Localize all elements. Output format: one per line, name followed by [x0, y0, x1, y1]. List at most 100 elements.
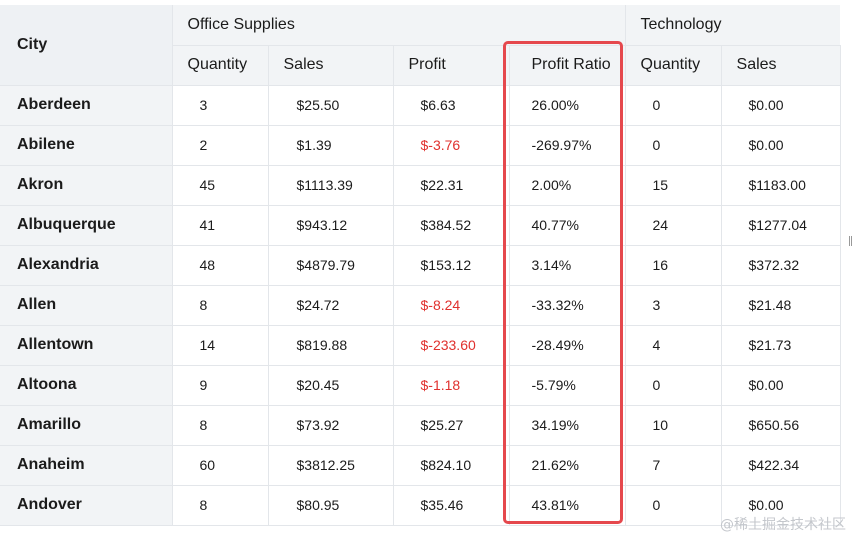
- office-sales-cell[interactable]: $3812.25: [268, 444, 394, 485]
- tech-quantity-cell[interactable]: 16: [625, 244, 722, 285]
- office-sales-header[interactable]: Sales: [268, 44, 394, 85]
- tech-quantity-header[interactable]: Quantity: [625, 44, 722, 85]
- tech-sales-cell[interactable]: $422.34: [721, 444, 841, 485]
- table-row[interactable]: Andover 8 $80.95 $35.46 43.81% 0 $0.00: [0, 484, 841, 526]
- tech-sales-cell[interactable]: $1183.00: [721, 164, 841, 205]
- office-sales-cell[interactable]: $80.95: [268, 484, 394, 526]
- table-row[interactable]: Allen 8 $24.72 $-8.24 -33.32% 3 $21.48: [0, 284, 841, 325]
- office-sales-cell[interactable]: $1.39: [268, 124, 394, 165]
- office-profit-ratio-cell[interactable]: 2.00%: [509, 164, 626, 205]
- city-cell[interactable]: Anaheim: [0, 444, 173, 485]
- technology-group-header: Technology: [624, 5, 841, 45]
- office-quantity-cell[interactable]: 9: [172, 364, 269, 405]
- resize-handle[interactable]: [849, 236, 852, 246]
- office-sales-cell[interactable]: $25.50: [268, 84, 394, 125]
- tech-quantity-cell[interactable]: 0: [625, 84, 722, 125]
- tech-quantity-cell[interactable]: 0: [625, 484, 722, 526]
- office-profit-ratio-cell[interactable]: 34.19%: [509, 404, 626, 445]
- city-cell[interactable]: Alexandria: [0, 244, 173, 285]
- city-cell[interactable]: Aberdeen: [0, 84, 173, 125]
- office-sales-cell[interactable]: $943.12: [268, 204, 394, 245]
- tech-quantity-cell[interactable]: 0: [625, 364, 722, 405]
- office-profit-cell[interactable]: $-1.18: [393, 364, 510, 405]
- office-profit-ratio-cell[interactable]: -33.32%: [509, 284, 626, 325]
- office-quantity-cell[interactable]: 41: [172, 204, 269, 245]
- office-profit-cell[interactable]: $22.31: [393, 164, 510, 205]
- office-quantity-cell[interactable]: 14: [172, 324, 269, 365]
- office-profit-cell[interactable]: $25.27: [393, 404, 510, 445]
- office-profit-cell[interactable]: $824.10: [393, 444, 510, 485]
- office-quantity-cell[interactable]: 8: [172, 284, 269, 325]
- tech-quantity-cell[interactable]: 10: [625, 404, 722, 445]
- tech-sales-cell[interactable]: $21.48: [721, 284, 841, 325]
- office-sales-cell[interactable]: $1113.39: [268, 164, 394, 205]
- tech-sales-cell[interactable]: $0.00: [721, 484, 841, 526]
- office-profit-ratio-header[interactable]: Profit Ratio: [509, 44, 626, 85]
- office-profit-ratio-cell[interactable]: 43.81%: [509, 484, 626, 526]
- office-profit-ratio-cell[interactable]: -5.79%: [509, 364, 626, 405]
- office-profit-ratio-cell[interactable]: 40.77%: [509, 204, 626, 245]
- city-cell[interactable]: Allen: [0, 284, 173, 325]
- office-profit-ratio-cell[interactable]: -28.49%: [509, 324, 626, 365]
- table-row[interactable]: Altoona 9 $20.45 $-1.18 -5.79% 0 $0.00: [0, 364, 841, 405]
- tech-sales-cell[interactable]: $650.56: [721, 404, 841, 445]
- office-profit-header[interactable]: Profit: [393, 44, 510, 85]
- table-row[interactable]: Allentown 14 $819.88 $-233.60 -28.49% 4 $21.73: [0, 324, 841, 365]
- office-quantity-header[interactable]: Quantity: [172, 44, 269, 85]
- office-sales-cell[interactable]: $819.88: [268, 324, 394, 365]
- office-quantity-cell[interactable]: 3: [172, 84, 269, 125]
- tech-quantity-cell[interactable]: 0: [625, 124, 722, 165]
- tech-quantity-cell[interactable]: 7: [625, 444, 722, 485]
- office-profit-cell[interactable]: $-8.24: [393, 284, 510, 325]
- office-profit-cell[interactable]: $-3.76: [393, 124, 510, 165]
- office-quantity-cell[interactable]: 45: [172, 164, 269, 205]
- table-row[interactable]: Alexandria 48 $4879.79 $153.12 3.14% 16 $372.3…: [0, 244, 841, 285]
- city-cell[interactable]: Allentown: [0, 324, 173, 365]
- tech-sales-cell[interactable]: $21.73: [721, 324, 841, 365]
- table-row[interactable]: Amarillo 8 $73.92 $25.27 34.19% 10 $650.56: [0, 404, 841, 445]
- tech-sales-cell[interactable]: $0.00: [721, 124, 841, 165]
- office-quantity-cell[interactable]: 48: [172, 244, 269, 285]
- city-cell[interactable]: Andover: [0, 484, 173, 526]
- office-profit-cell[interactable]: $35.46: [393, 484, 510, 526]
- table-row[interactable]: Aberdeen 3 $25.50 $6.63 26.00% 0 $0.00: [0, 84, 841, 125]
- table-row[interactable]: Akron 45 $1113.39 $22.31 2.00% 15 $1183.00: [0, 164, 841, 205]
- city-cell[interactable]: Albuquerque: [0, 204, 173, 245]
- office-quantity-cell[interactable]: 8: [172, 404, 269, 445]
- office-quantity-cell[interactable]: 2: [172, 124, 269, 165]
- office-profit-cell[interactable]: $6.63: [393, 84, 510, 125]
- pivot-table: City Office Supplies Technology Quantity…: [0, 5, 841, 526]
- office-profit-cell[interactable]: $384.52: [393, 204, 510, 245]
- office-sales-cell[interactable]: $24.72: [268, 284, 394, 325]
- tech-quantity-cell[interactable]: 3: [625, 284, 722, 325]
- office-profit-ratio-cell[interactable]: -269.97%: [509, 124, 626, 165]
- city-cell[interactable]: Altoona: [0, 364, 173, 405]
- table-row[interactable]: Anaheim 60 $3812.25 $824.10 21.62% 7 $422.34: [0, 444, 841, 485]
- pivot-table-container: City Office Supplies Technology Quantity…: [0, 5, 841, 526]
- tech-quantity-cell[interactable]: 24: [625, 204, 722, 245]
- office-quantity-cell[interactable]: 60: [172, 444, 269, 485]
- city-cell[interactable]: Akron: [0, 164, 173, 205]
- office-profit-ratio-cell[interactable]: 26.00%: [509, 84, 626, 125]
- office-profit-ratio-cell[interactable]: 3.14%: [509, 244, 626, 285]
- office-profit-cell[interactable]: $153.12: [393, 244, 510, 285]
- office-sales-cell[interactable]: $73.92: [268, 404, 394, 445]
- tech-sales-cell[interactable]: $0.00: [721, 84, 841, 125]
- city-column-header[interactable]: City: [0, 5, 173, 85]
- city-cell[interactable]: Amarillo: [0, 404, 173, 445]
- office-sales-cell[interactable]: $20.45: [268, 364, 394, 405]
- office-profit-cell[interactable]: $-233.60: [393, 324, 510, 365]
- city-cell[interactable]: Abilene: [0, 124, 173, 165]
- table-row[interactable]: Abilene 2 $1.39 $-3.76 -269.97% 0 $0.00: [0, 124, 841, 165]
- office-sales-cell[interactable]: $4879.79: [268, 244, 394, 285]
- office-supplies-group-header: Office Supplies: [187, 15, 295, 33]
- tech-sales-cell[interactable]: $0.00: [721, 364, 841, 405]
- tech-sales-cell[interactable]: $1277.04: [721, 204, 841, 245]
- tech-quantity-cell[interactable]: 4: [625, 324, 722, 365]
- tech-quantity-cell[interactable]: 15: [625, 164, 722, 205]
- office-quantity-cell[interactable]: 8: [172, 484, 269, 526]
- office-profit-ratio-cell[interactable]: 21.62%: [509, 444, 626, 485]
- table-row[interactable]: Albuquerque 41 $943.12 $384.52 40.77% 24 $1277…: [0, 204, 841, 245]
- tech-sales-cell[interactable]: $372.32: [721, 244, 841, 285]
- tech-sales-header[interactable]: Sales: [721, 44, 841, 85]
